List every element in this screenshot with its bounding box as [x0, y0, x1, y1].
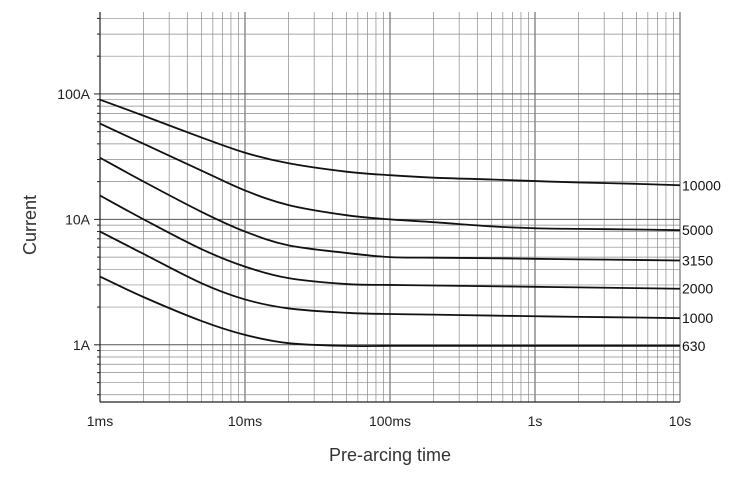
grid [99, 12, 681, 402]
series-line-630 [99, 275, 680, 348]
series-label-2000: 2000 [682, 281, 713, 297]
series-lines [99, 98, 681, 348]
y-tick-label: 100A [57, 86, 90, 102]
y-tick-label: 10A [65, 211, 91, 227]
x-tick-label: 100ms [369, 413, 411, 429]
series-label-1000: 1000 [682, 310, 713, 326]
x-tick-label: 10ms [228, 413, 262, 429]
series-label-630: 630 [682, 338, 706, 354]
axes [94, 12, 681, 403]
x-tick-label: 10s [669, 413, 692, 429]
series-line-1000 [99, 230, 681, 320]
series-line-10000 [99, 98, 681, 187]
series-line-3150 [99, 156, 681, 262]
series-line-5000 [99, 122, 681, 232]
series-label-3150: 3150 [682, 253, 713, 269]
series-line-2000 [99, 194, 681, 290]
labels: 1ms 10ms 100ms 1s 10s 1A 10A 100A 10000 5000 3150 2… [57, 86, 721, 429]
y-tick-label: 1A [73, 337, 91, 353]
series-label-10000: 10000 [682, 177, 721, 193]
y-axis-title: Current [20, 195, 40, 255]
x-axis-title: Pre-arcing time [329, 445, 451, 465]
series-label-5000: 5000 [682, 222, 713, 238]
x-tick-label: 1s [528, 413, 543, 429]
x-tick-label: 1ms [87, 413, 113, 429]
